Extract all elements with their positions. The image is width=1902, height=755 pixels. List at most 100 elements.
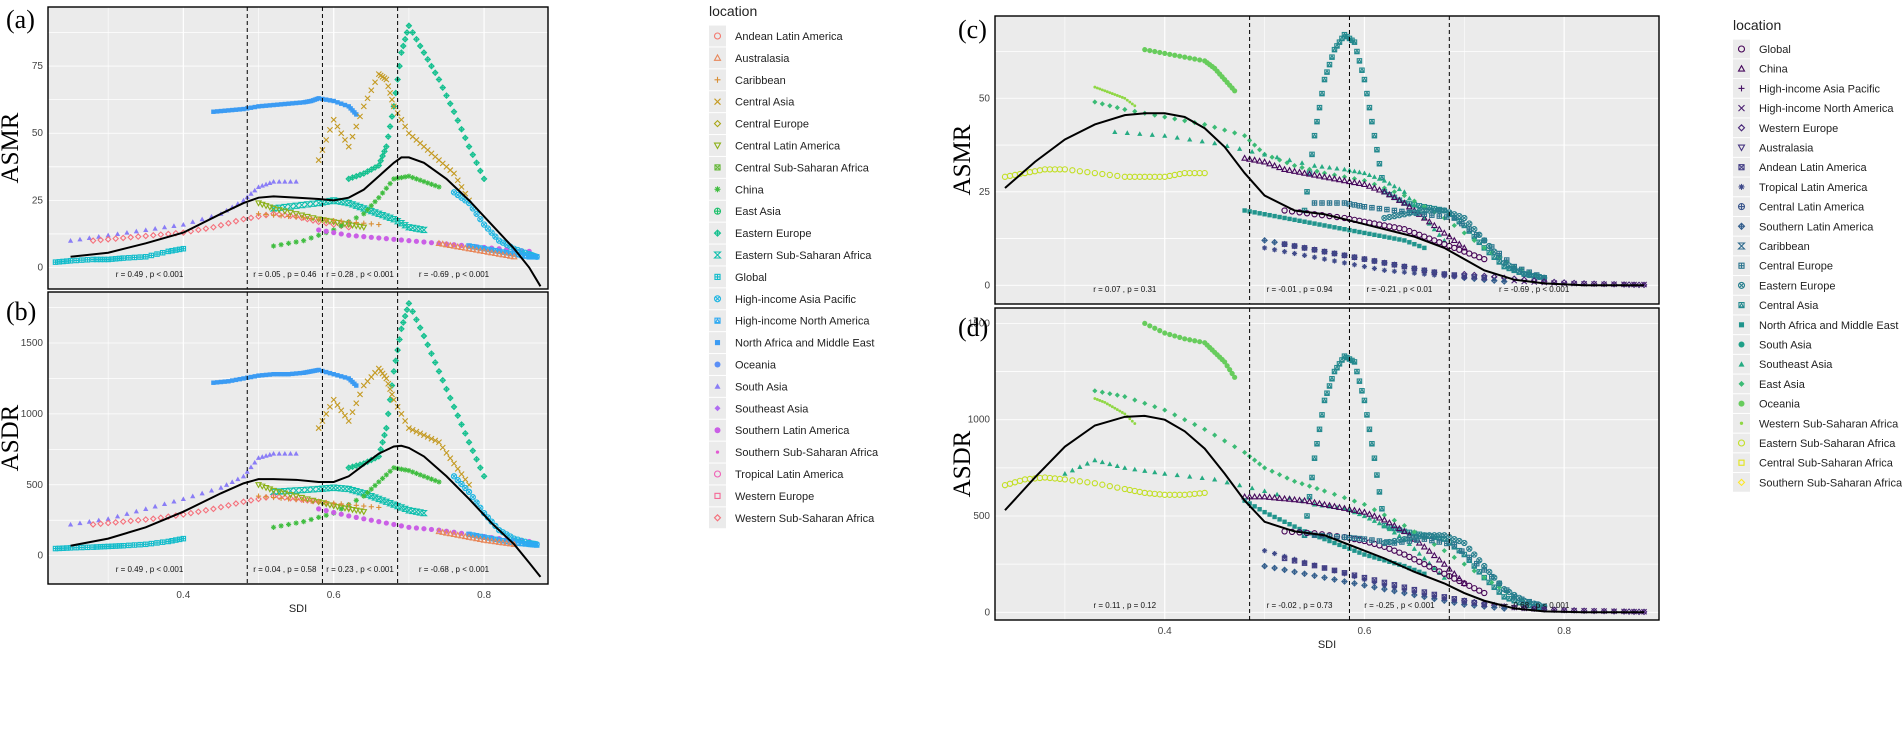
data-point: [292, 211, 300, 218]
data-point: [79, 257, 85, 263]
data-point: [1381, 185, 1388, 191]
legend-label: Central Sub-Saharan Africa: [735, 162, 870, 174]
data-point: [326, 126, 333, 133]
data-point: [316, 216, 322, 222]
legend-item-andean-latin-america: Andean Latin America: [709, 25, 844, 47]
data-point: [1451, 542, 1458, 548]
data-point: [346, 232, 352, 238]
data-point: [1107, 461, 1113, 467]
data-point: [1114, 484, 1121, 491]
data-point: [413, 316, 420, 324]
data-point: [1491, 248, 1498, 255]
data-point: [1401, 551, 1408, 558]
data-point: [105, 232, 111, 238]
y-axis-title: ASMR: [0, 112, 24, 183]
data-point: [1224, 479, 1230, 485]
data-point: [1199, 138, 1205, 144]
data-point: [401, 35, 409, 43]
data-point: [1466, 554, 1473, 561]
data-point: [364, 95, 371, 102]
data-point: [1331, 567, 1338, 574]
plot-background: [995, 308, 1659, 620]
data-point: [480, 175, 488, 183]
data-point: [413, 35, 420, 43]
data-point: [316, 227, 322, 233]
data-point: [267, 372, 273, 377]
data-point: [1107, 391, 1113, 397]
panel-label: (a): [6, 5, 35, 34]
data-point: [1281, 249, 1288, 255]
legend-item-north-africa-and-middle-east: North Africa and Middle East: [709, 332, 874, 354]
data-point: [1370, 512, 1378, 519]
data-point: [286, 496, 292, 502]
data-point: [293, 214, 299, 220]
data-point: [1326, 200, 1333, 206]
data-point: [390, 368, 398, 375]
data-point: [292, 202, 301, 209]
data-point: [1466, 545, 1473, 552]
data-point: [378, 497, 387, 504]
data-point: [119, 234, 127, 242]
data-point: [1340, 176, 1349, 184]
legend-label: South Asia: [1759, 340, 1812, 352]
data-point: [399, 319, 407, 326]
data-point: [1212, 140, 1218, 146]
data-point: [454, 242, 462, 250]
data-point: [1435, 225, 1443, 232]
data-point: [240, 197, 247, 203]
data-point: [142, 232, 150, 240]
data-point: [1304, 513, 1310, 519]
legend-symbol: [1737, 64, 1746, 72]
data-point: [367, 492, 376, 500]
data-point: [353, 123, 360, 130]
data-point: [1182, 54, 1188, 60]
data-point: [1321, 256, 1328, 262]
data-point: [1061, 166, 1069, 173]
series-global: [52, 535, 187, 552]
data-point: [481, 534, 487, 540]
data-point: [171, 498, 177, 504]
data-point: [1314, 485, 1320, 492]
data-point: [282, 101, 288, 107]
data-point: [292, 487, 301, 494]
data-point: [338, 506, 344, 512]
data-point: [402, 467, 408, 473]
legend-item-southern-sub-saharan-africa: Southern Sub-Saharan Africa: [709, 441, 879, 463]
data-point: [503, 249, 510, 256]
data-point: [1421, 532, 1428, 539]
data-point: [1271, 564, 1278, 572]
data-point: [86, 519, 92, 524]
data-point: [361, 493, 367, 499]
data-point: [1402, 563, 1407, 569]
data-point: [470, 532, 476, 538]
data-point: [334, 123, 341, 130]
data-point: [282, 178, 288, 184]
legend-label: China: [1759, 64, 1789, 76]
data-point: [1192, 338, 1198, 344]
data-point: [1315, 172, 1324, 179]
data-point: [1222, 359, 1228, 365]
data-point: [461, 430, 469, 437]
data-point: [420, 332, 428, 340]
data-point: [458, 125, 465, 133]
data-point: [409, 426, 416, 433]
data-point: [1496, 589, 1503, 595]
data-point: [84, 257, 91, 263]
data-point: [1311, 562, 1318, 569]
data-point: [1361, 170, 1368, 176]
data-point: [465, 533, 473, 540]
data-point: [1212, 432, 1218, 438]
data-point: [1172, 52, 1178, 58]
data-point: [344, 199, 353, 207]
data-point: [1182, 417, 1188, 423]
data-point: [345, 143, 352, 150]
legend-label: Oceania: [1759, 399, 1801, 411]
data-point: [1152, 325, 1158, 331]
legend-symbol: [713, 229, 722, 237]
data-point: [1381, 177, 1388, 183]
data-point: [1391, 582, 1398, 588]
data-point: [435, 76, 443, 83]
data-point: [432, 437, 439, 444]
data-point: [1381, 579, 1388, 586]
data-point: [1107, 103, 1113, 109]
